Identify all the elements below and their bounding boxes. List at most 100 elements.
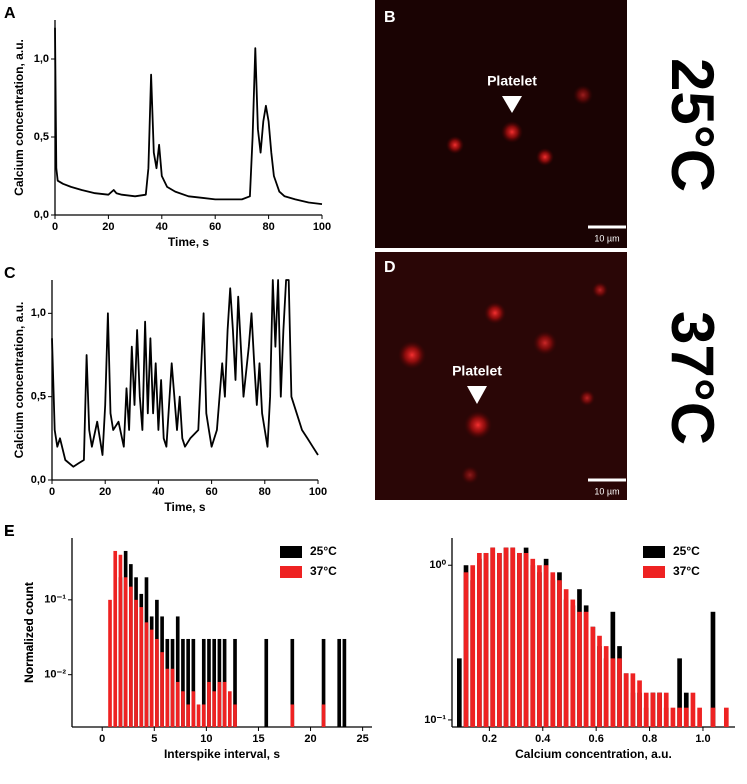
histogram-bar	[503, 547, 509, 727]
panel-letter: A	[4, 5, 16, 22]
legend-swatch	[280, 546, 302, 558]
histogram-bar	[510, 547, 516, 727]
temperature-label: 25°C	[659, 58, 726, 192]
histogram-bar	[543, 565, 549, 727]
x-tick-label: 40	[156, 221, 168, 233]
panel-letter: D	[384, 259, 396, 276]
y-tick-label: 10⁻¹	[44, 594, 66, 606]
x-tick-label: 60	[205, 486, 217, 498]
y-tick-label: 0,5	[34, 131, 49, 143]
x-axis-label: Interspike interval, s	[164, 747, 280, 761]
x-tick-label: 0	[49, 486, 55, 498]
x-tick-label: 80	[262, 221, 274, 233]
y-tick-label: 0,0	[31, 474, 46, 486]
x-tick-label: 100	[313, 221, 331, 233]
x-tick-label: 0.2	[482, 733, 497, 745]
histogram-bar	[113, 550, 118, 727]
histogram-bar	[207, 681, 211, 727]
histogram-bar	[175, 616, 180, 727]
line	[51, 279, 319, 468]
y-tick-label: 10⁰	[429, 559, 446, 571]
histogram-bar	[463, 572, 469, 727]
x-tick-label: 0.6	[589, 733, 604, 745]
legend-label: 37°C	[310, 564, 337, 578]
histogram-bar	[123, 577, 128, 727]
histogram-bar	[144, 622, 149, 727]
x-tick-label: 100	[309, 486, 327, 498]
y-axis-label: Calcium concentration, a.u.	[12, 302, 26, 459]
histogram-bar	[342, 638, 347, 727]
histogram-bar	[537, 565, 542, 727]
arrow	[467, 386, 487, 404]
histogram-bar	[290, 704, 295, 727]
histogram-bar	[477, 552, 482, 727]
image-d: D Platelet 10 µm	[375, 252, 627, 500]
x-tick-label: 25	[357, 733, 369, 745]
x-axis-label: Time, s	[164, 500, 205, 514]
histogram-bar	[321, 638, 326, 727]
legend-swatch	[280, 566, 302, 578]
histogram-bar	[617, 658, 622, 727]
image-label: Platelet	[487, 73, 537, 89]
histogram-bar	[657, 692, 662, 727]
x-tick-label: 20	[304, 733, 316, 745]
legend-swatch	[643, 566, 665, 578]
histogram-bar	[563, 589, 569, 727]
y-axis-label: Normalized count	[22, 582, 36, 683]
histogram-bar	[212, 638, 217, 727]
x-tick-label: 20	[102, 221, 114, 233]
histogram-bar	[196, 704, 201, 727]
histogram-bar	[175, 681, 180, 727]
histogram-bar	[550, 572, 556, 727]
histogram-bar	[212, 691, 217, 727]
y-tick-label: 1,0	[31, 307, 46, 319]
panel-letter: C	[4, 265, 16, 282]
scale-label: 10 µm	[594, 233, 619, 243]
histogram-bar	[457, 658, 462, 727]
histogram-bar	[610, 658, 616, 727]
histogram-bar	[663, 692, 669, 727]
y-tick-label: 0,5	[31, 391, 46, 403]
histogram-bar	[557, 580, 562, 727]
histogram-bar	[690, 692, 696, 727]
histogram-bar	[723, 707, 729, 727]
panel-letter: E	[4, 523, 15, 540]
histogram-bar	[337, 638, 342, 727]
histogram-bar	[597, 635, 602, 727]
histogram-bar	[118, 554, 123, 727]
histogram-bar	[630, 673, 636, 727]
histogram-bar	[517, 552, 522, 727]
histogram-bar	[577, 611, 582, 727]
histogram-bar	[697, 707, 702, 727]
x-tick-label: 20	[99, 486, 111, 498]
histogram-bar	[165, 668, 170, 727]
x-tick-label: 15	[252, 733, 264, 745]
y-axis-label: Calcium concentration, a.u.	[12, 39, 26, 196]
x-tick-label: 0	[52, 221, 58, 233]
histogram-bar	[233, 638, 237, 727]
x-tick-label: 0.8	[642, 733, 657, 745]
histogram-bar	[637, 680, 642, 727]
scale-label: 10 µm	[594, 486, 619, 496]
y-tick-label: 1,0	[34, 53, 49, 65]
x-tick-label: 0	[99, 733, 105, 745]
histogram-bar	[134, 599, 138, 727]
x-tick-label: 40	[152, 486, 164, 498]
x-tick-label: 10	[200, 733, 212, 745]
histogram-bar	[217, 681, 222, 727]
line	[54, 27, 323, 205]
legend-label: 25°C	[310, 544, 337, 558]
histogram-bar	[650, 692, 656, 727]
y-axis-label: Normalized count	[22, 582, 36, 683]
temperature-label: 37°C	[659, 311, 726, 445]
histogram-bar	[181, 638, 185, 727]
histogram-bar	[470, 565, 476, 727]
x-axis-label: Time, s	[168, 235, 209, 249]
histogram-bar	[603, 646, 609, 727]
panel-letter: F	[4, 523, 14, 540]
histogram-bar	[201, 638, 206, 727]
histogram-bar	[222, 681, 227, 727]
x-tick-label: 1.0	[695, 733, 710, 745]
image-label: Platelet	[452, 363, 502, 379]
